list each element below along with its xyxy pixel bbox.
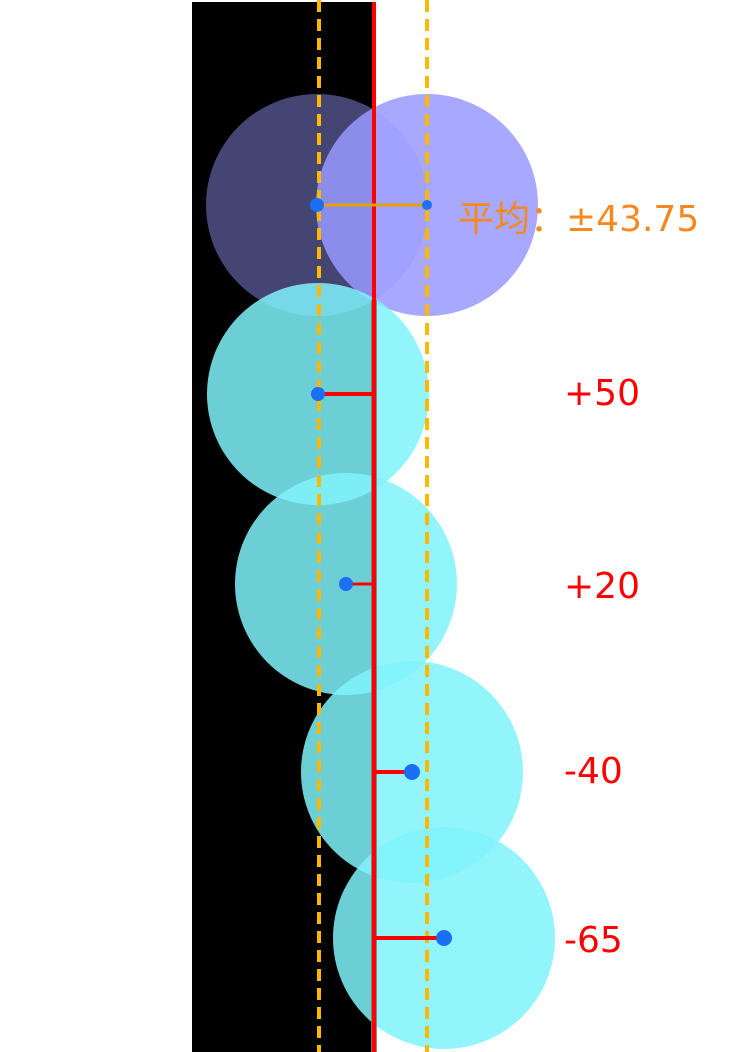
- sample-label-4: -65: [564, 920, 623, 961]
- sample-dot-3: [404, 764, 420, 780]
- sample-label-3: -40: [564, 751, 623, 792]
- average-right-dot: [422, 200, 432, 210]
- sample-dot-1: [311, 387, 325, 401]
- sample-dot-4: [436, 930, 452, 946]
- sample-markers: [311, 387, 452, 946]
- average-left-dot: [310, 198, 324, 212]
- sample-label-2: +20: [564, 566, 640, 607]
- sample-dot-2: [339, 577, 353, 591]
- sample-label-1: +50: [564, 373, 640, 414]
- average-label: 平均：±43.75: [458, 199, 699, 240]
